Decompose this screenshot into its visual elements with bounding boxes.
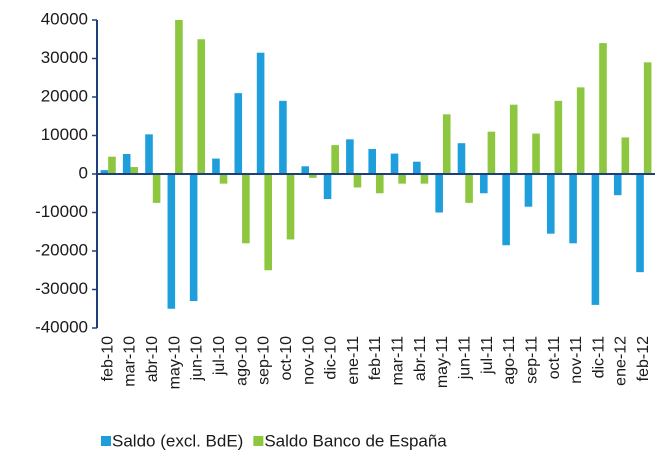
bar bbox=[390, 153, 399, 174]
x-tick-label: feb-12 bbox=[635, 336, 652, 381]
x-tick-label: oct-10 bbox=[278, 336, 295, 381]
x-tick-label: ene-11 bbox=[345, 336, 362, 385]
bar bbox=[100, 170, 109, 174]
y-tick-label: 30000 bbox=[41, 48, 88, 67]
x-tick-label: jul-11 bbox=[479, 336, 496, 375]
legend-marker bbox=[253, 436, 264, 446]
bar bbox=[613, 174, 622, 196]
bar bbox=[524, 174, 533, 207]
y-tick-label: -20000 bbox=[35, 240, 88, 259]
bar bbox=[279, 100, 287, 174]
y-tick-label: 20000 bbox=[41, 86, 88, 105]
bar bbox=[286, 174, 295, 240]
bar bbox=[532, 133, 540, 174]
x-tick-label: nov-10 bbox=[300, 336, 317, 385]
x-tick-label: sep-10 bbox=[256, 336, 273, 385]
bar bbox=[569, 174, 577, 244]
bar bbox=[152, 174, 161, 203]
bar bbox=[331, 145, 339, 174]
bar bbox=[599, 43, 607, 174]
bar bbox=[376, 174, 384, 194]
x-tick-label: jun-10 bbox=[189, 336, 206, 382]
bar bbox=[212, 158, 220, 174]
legend-label: Saldo (excl. BdE) bbox=[112, 431, 243, 450]
legend-marker bbox=[101, 436, 111, 446]
x-tick-label: jul-10 bbox=[211, 336, 228, 376]
bar bbox=[643, 62, 652, 174]
bar bbox=[145, 134, 153, 174]
x-tick-label: jun-11 bbox=[456, 336, 473, 380]
bar bbox=[554, 100, 563, 174]
x-tick-label: dic-10 bbox=[323, 336, 340, 380]
bar bbox=[256, 52, 265, 174]
x-tick-label: dic-11 bbox=[590, 336, 607, 378]
bar bbox=[435, 174, 443, 213]
bar bbox=[621, 137, 630, 174]
x-tick-label: sep-11 bbox=[523, 336, 540, 384]
y-tick-label: -40000 bbox=[35, 317, 88, 336]
bar bbox=[480, 174, 488, 194]
y-tick-label: 40000 bbox=[41, 9, 88, 28]
bar bbox=[413, 161, 421, 174]
bar bbox=[130, 167, 139, 174]
y-tick-label: -30000 bbox=[35, 279, 88, 298]
bar bbox=[368, 148, 376, 174]
x-tick-label: feb-11 bbox=[367, 336, 384, 380]
x-tick-label: feb-10 bbox=[99, 336, 116, 381]
x-tick-label: ago-11 bbox=[501, 336, 518, 385]
legend-label: Saldo Banco de España bbox=[264, 431, 447, 450]
x-tick-label: oct-11 bbox=[546, 336, 563, 379]
bar bbox=[234, 93, 243, 174]
bar bbox=[175, 20, 183, 174]
bar bbox=[465, 174, 473, 203]
y-tick-label: 10000 bbox=[41, 125, 88, 144]
bar bbox=[636, 174, 644, 273]
bar bbox=[502, 174, 510, 246]
bar bbox=[167, 174, 176, 309]
bar bbox=[576, 87, 585, 174]
x-tick-label: may-10 bbox=[166, 336, 183, 389]
bar bbox=[457, 143, 466, 174]
bar bbox=[264, 174, 272, 271]
bar bbox=[309, 174, 317, 178]
bar bbox=[108, 156, 116, 174]
x-tick-label: ago-10 bbox=[233, 336, 250, 386]
x-tick-label: abr-11 bbox=[412, 336, 429, 381]
y-tick-label: -10000 bbox=[35, 202, 88, 221]
bar bbox=[398, 174, 406, 184]
bar bbox=[323, 174, 332, 200]
bar bbox=[242, 174, 250, 244]
x-tick-label: mar-11 bbox=[390, 336, 407, 386]
bar bbox=[353, 174, 362, 188]
bar bbox=[301, 166, 310, 174]
bar bbox=[591, 174, 600, 305]
bar bbox=[546, 174, 555, 234]
x-tick-label: ene-12 bbox=[613, 336, 630, 386]
x-tick-label: abr-10 bbox=[144, 336, 161, 382]
bar bbox=[442, 114, 451, 174]
bar bbox=[122, 153, 131, 174]
x-tick-label: mar-10 bbox=[122, 336, 139, 387]
bar bbox=[487, 131, 496, 174]
bar bbox=[189, 174, 198, 302]
bar bbox=[197, 39, 206, 174]
x-tick-label: nov-11 bbox=[568, 336, 585, 384]
bar bbox=[509, 104, 518, 174]
bar bbox=[346, 139, 354, 174]
x-tick-label: may-11 bbox=[434, 336, 451, 388]
y-tick-label: 0 bbox=[79, 163, 88, 182]
bar bbox=[219, 174, 228, 184]
bar bbox=[420, 174, 429, 184]
